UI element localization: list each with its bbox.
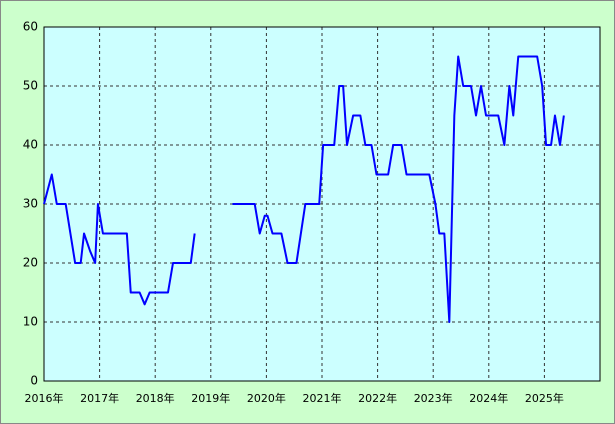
x-tick-label: 2017年 [80, 391, 119, 405]
y-tick-label: 60 [23, 20, 38, 34]
y-tick-label: 10 [23, 315, 38, 329]
x-tick-label: 2019年 [191, 391, 230, 405]
y-tick-label: 30 [23, 197, 38, 211]
x-tick-label: 2024年 [469, 391, 508, 405]
y-tick-label: 20 [23, 256, 38, 270]
x-tick-label: 2022年 [358, 391, 397, 405]
x-tick-label: 2023年 [414, 391, 453, 405]
x-tick-label: 2016年 [25, 391, 64, 405]
y-tick-label: 50 [23, 79, 38, 93]
x-tick-label: 2025年 [525, 391, 564, 405]
y-tick-label: 40 [23, 138, 38, 152]
x-tick-label: 2021年 [303, 391, 342, 405]
y-tick-label: 0 [30, 374, 38, 388]
x-tick-label: 2020年 [247, 391, 286, 405]
x-tick-label: 2018年 [136, 391, 175, 405]
line-series [43, 55, 565, 323]
